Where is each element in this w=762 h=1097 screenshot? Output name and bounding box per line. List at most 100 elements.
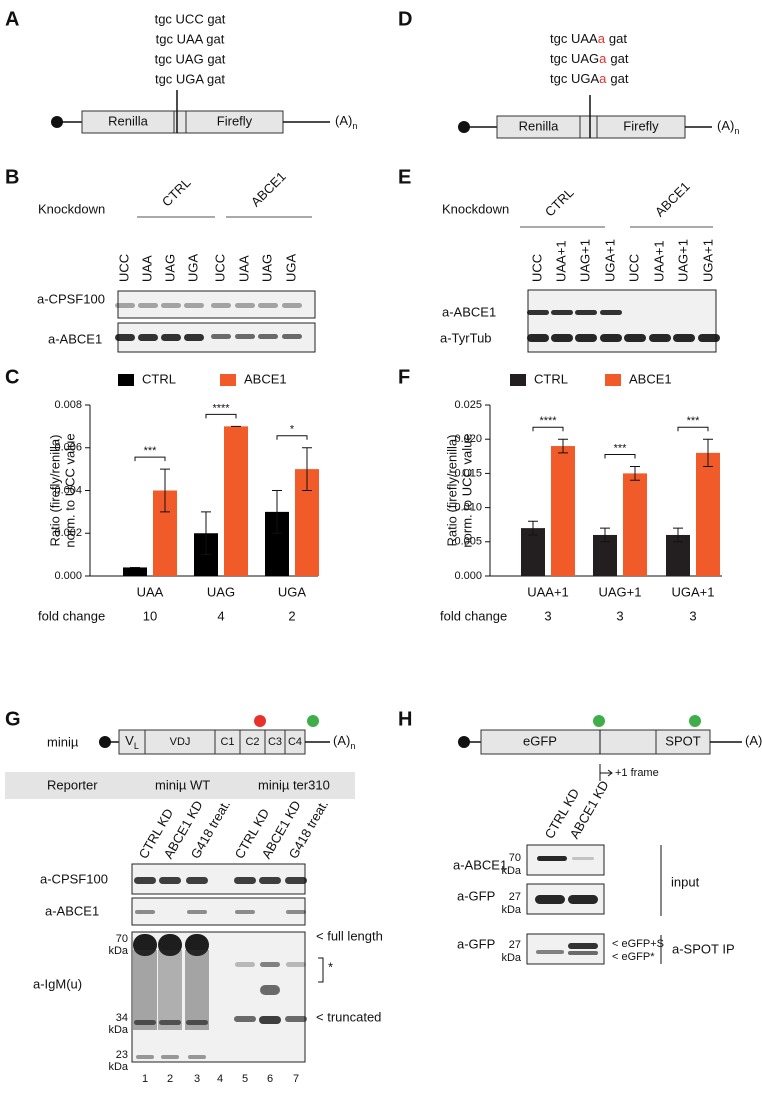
polya-main: (A) (333, 733, 350, 748)
blot-band (551, 310, 573, 315)
blot-band (575, 310, 597, 315)
box (214, 729, 241, 755)
marker-size: 34 (116, 1012, 128, 1024)
sequence-post: gat (610, 71, 628, 86)
blot-band (698, 334, 720, 342)
fold-change-value: 3 (616, 608, 623, 623)
annotation: < full length (316, 928, 383, 943)
marker-unit: kDa (108, 1024, 128, 1036)
sequence: tgc UAGa gat (550, 51, 629, 66)
sequence: tgc UGA gat (155, 71, 225, 86)
blot-band (260, 962, 280, 967)
lane-label: UCC (116, 254, 131, 282)
significance-bracket (532, 426, 564, 432)
legend-label: ABCE1 (244, 371, 287, 386)
blot-band (115, 334, 135, 341)
lane-number: 6 (267, 1073, 273, 1085)
domain-v-main: V (125, 733, 134, 748)
lane-label: UAG+1 (675, 239, 690, 282)
significance-bracket (604, 454, 636, 459)
significance-label: *** (687, 415, 701, 427)
sequence-pre: tgc UGA (550, 71, 599, 86)
blot-band (115, 303, 135, 308)
blot-band (133, 934, 157, 956)
marker-dot (254, 715, 266, 727)
header-cell: miniµ ter310 (258, 777, 330, 792)
blot-band (186, 877, 208, 884)
lane-number: 3 (194, 1073, 200, 1085)
blot-band (235, 910, 255, 914)
domain-v: VL (125, 733, 139, 751)
blot-band (527, 334, 549, 342)
blot (527, 289, 717, 353)
sequence-insert: a (599, 71, 607, 86)
blot-band (211, 303, 231, 308)
header-cell: miniµ WT (155, 777, 210, 792)
error-bar (302, 447, 312, 491)
blot-band (568, 943, 598, 949)
y-tick-label: 0.010 (454, 502, 482, 514)
lane-label: UAA (139, 255, 154, 282)
blot-band (282, 334, 302, 339)
band-label: < eGFP* (612, 951, 655, 963)
y-tick-label: 0.000 (54, 570, 82, 582)
error-bar (160, 468, 170, 513)
blot-band (600, 310, 622, 315)
panel-letter: E (398, 166, 411, 188)
blot-band (161, 1055, 179, 1059)
sequence-insert: a (599, 51, 607, 66)
lane-label: UAA+1 (651, 240, 666, 282)
marker-size: 27 (509, 891, 521, 903)
box (480, 729, 657, 755)
error-bar (272, 490, 282, 534)
fold-change-value: 3 (544, 608, 551, 623)
blot (117, 290, 316, 319)
blot-band (158, 934, 182, 956)
blot-band (600, 334, 622, 342)
blot-band (258, 334, 278, 339)
blot-band (138, 334, 158, 341)
y-axis-label: norm. to UCC value (459, 433, 474, 547)
polya-sub: n (734, 126, 739, 136)
significance-label: * (290, 424, 295, 436)
polya: (A)n (335, 113, 357, 131)
lane-label: UCC (626, 254, 641, 282)
lane-label: UAA+1 (553, 240, 568, 282)
antibody-label: a-CPSF100 (40, 871, 108, 886)
marker-dot (307, 715, 319, 727)
blot-band (159, 1020, 181, 1025)
sequence-post: gat (609, 31, 627, 46)
blot-band (234, 877, 256, 884)
band-label: < eGFP+S (612, 938, 664, 950)
blot-band (235, 334, 255, 339)
blot-band (187, 910, 207, 914)
domain-label: eGFP (523, 733, 557, 748)
error-bar (630, 466, 640, 481)
blot-band (285, 1016, 307, 1022)
group-label: ABCE1 (652, 179, 693, 220)
bar (123, 567, 147, 576)
panel-letter: B (5, 166, 19, 188)
annotation: * (328, 959, 333, 974)
y-tick-label: 0.006 (54, 442, 82, 454)
y-tick-label: 0.025 (454, 399, 482, 411)
blot-band (260, 985, 280, 995)
significance-label: **** (212, 402, 230, 414)
polya: (A)n (717, 118, 739, 136)
panel-letter: D (398, 8, 412, 30)
bar (224, 426, 248, 576)
y-tick-label: 0.020 (454, 433, 482, 445)
lane-label: UGA (185, 254, 200, 283)
domain-label: C2 (245, 736, 259, 748)
lane-label: UGA+1 (700, 239, 715, 282)
y-tick-label: 0.000 (454, 570, 482, 582)
marker-unit: kDa (501, 952, 521, 964)
marker-dot (593, 715, 605, 727)
legend-swatch (605, 374, 621, 386)
blot-band (161, 303, 181, 308)
bracket (318, 957, 324, 983)
sequence: tgc UCC gat (155, 11, 226, 26)
antibody-label: a-ABCE1 (48, 331, 102, 346)
domain-label: C4 (288, 736, 302, 748)
sequence: tgc UAG gat (155, 51, 226, 66)
